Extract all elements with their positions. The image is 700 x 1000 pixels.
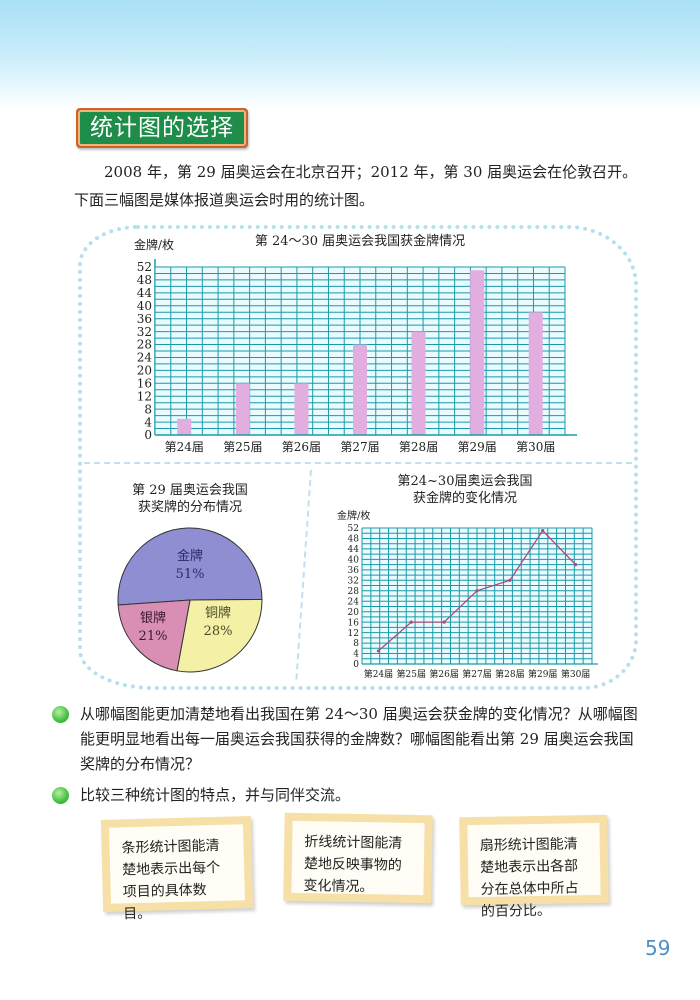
- bar: [294, 383, 309, 435]
- svg-text:48: 48: [137, 273, 152, 287]
- bar: [470, 270, 485, 435]
- pie-slice: [176, 598, 263, 673]
- bar: [528, 312, 543, 435]
- note-line-chart-text: 折线统计图能清楚地反映事物的变化情况。: [291, 820, 425, 895]
- frame-divider-horizontal: [84, 462, 632, 464]
- svg-text:20: 20: [348, 608, 360, 618]
- pie-gold-pct: 51%: [176, 567, 205, 582]
- svg-text:第27届: 第27届: [462, 668, 491, 680]
- svg-text:40: 40: [348, 556, 360, 566]
- svg-text:第28届: 第28届: [399, 440, 438, 454]
- intro-paragraph: 2008 年，第 29 届奥运会在北京召开；2012 年，第 30 届奥运会在伦…: [74, 163, 638, 209]
- note-bar-chart: 条形统计图能清楚地表示出每个项目的具体数目。: [100, 816, 254, 922]
- svg-text:32: 32: [137, 325, 152, 339]
- svg-text:48: 48: [348, 535, 360, 545]
- note-pie-chart: 扇形统计图能清楚地表示出各部分在总体中所占的百分比。: [459, 814, 609, 920]
- svg-text:第24届: 第24届: [165, 440, 204, 454]
- charts-frame: [78, 225, 638, 690]
- line-chart-title: 第24~30届奥运会我国 获金牌的变化情况: [360, 473, 570, 507]
- svg-text:16: 16: [137, 377, 152, 391]
- svg-text:16: 16: [348, 618, 360, 628]
- question-2: 比较三种统计图的特点，并与同伴交流。: [46, 783, 646, 808]
- section-title: 统计图的选择: [78, 110, 246, 146]
- pie-slice: [117, 527, 263, 606]
- svg-text:第26届: 第26届: [282, 440, 321, 454]
- bar: [235, 383, 250, 435]
- pie-slice: [117, 599, 191, 672]
- bar: [177, 418, 192, 435]
- svg-text:0: 0: [144, 428, 152, 442]
- svg-text:52: 52: [348, 524, 359, 534]
- bar-chart-ylabel: 金牌/枚: [134, 238, 175, 252]
- svg-text:第29届: 第29届: [528, 668, 557, 680]
- svg-text:第30届: 第30届: [516, 440, 555, 454]
- svg-text:第28届: 第28届: [495, 668, 524, 680]
- svg-text:12: 12: [348, 629, 359, 639]
- pie-chart-title-line2: 获奖牌的分布情况: [137, 500, 242, 515]
- svg-text:24: 24: [137, 351, 153, 365]
- pie-chart: 金牌 51% 银牌 21% 铜牌 28%: [117, 527, 263, 673]
- green-bullet-icon: [52, 706, 69, 723]
- line-chart-title-line2: 获金牌的变化情况: [412, 491, 517, 506]
- svg-text:第26届: 第26届: [429, 668, 458, 680]
- green-bullet-icon: [52, 787, 69, 804]
- pie-silver-pct: 21%: [139, 629, 168, 644]
- svg-text:44: 44: [137, 286, 153, 300]
- question-1: 从哪幅图能更加清楚地看出我国在第 24～30 届奥运会获金牌的变化情况？从哪幅图…: [46, 702, 646, 777]
- svg-text:第27届: 第27届: [340, 440, 379, 454]
- bar: [411, 331, 426, 435]
- svg-text:0: 0: [353, 660, 359, 670]
- pie-bronze-label: 铜牌: [205, 605, 231, 621]
- line-chart-ylabel: 金牌/枚: [337, 511, 371, 522]
- svg-text:第25届: 第25届: [397, 668, 426, 680]
- svg-text:第30届: 第30届: [561, 668, 590, 680]
- svg-text:36: 36: [348, 566, 360, 576]
- page-number: 59: [645, 936, 671, 960]
- svg-text:52: 52: [137, 260, 152, 274]
- question-2-text: 比较三种统计图的特点，并与同伴交流。: [80, 786, 351, 804]
- svg-text:第29届: 第29届: [458, 440, 497, 454]
- svg-text:8: 8: [353, 639, 359, 649]
- svg-text:44: 44: [348, 545, 360, 555]
- svg-text:4: 4: [144, 415, 152, 429]
- questions-section: 从哪幅图能更加清楚地看出我国在第 24～30 届奥运会获金牌的变化情况？从哪幅图…: [46, 702, 646, 814]
- question-1-text: 从哪幅图能更加清楚地看出我国在第 24～30 届奥运会获金牌的变化情况？从哪幅图…: [80, 705, 638, 773]
- svg-text:28: 28: [137, 338, 152, 352]
- pie-silver-label: 银牌: [140, 610, 166, 626]
- section-title-box: 统计图的选择: [76, 108, 248, 148]
- svg-text:40: 40: [137, 299, 152, 313]
- pie-bronze-pct: 28%: [204, 624, 233, 639]
- svg-text:12: 12: [137, 389, 152, 403]
- note-pie-chart-text: 扇形统计图能清楚地表示出各部分在总体中所占的百分比。: [467, 822, 601, 920]
- svg-text:8: 8: [144, 402, 152, 416]
- bar-chart-title: 第 24～30 届奥运会我国获金牌情况: [254, 234, 466, 249]
- note-line-chart: 折线统计图能清楚地反映事物的变化情况。: [283, 812, 433, 904]
- pie-gold-label: 金牌: [177, 548, 203, 564]
- svg-text:32: 32: [348, 576, 359, 586]
- svg-text:第24届: 第24届: [364, 668, 393, 680]
- svg-text:28: 28: [348, 587, 360, 597]
- pie-chart-title-line1: 第 29 届奥运会我国: [132, 483, 248, 498]
- svg-text:20: 20: [137, 364, 152, 378]
- bar: [353, 344, 367, 435]
- svg-text:24: 24: [348, 597, 360, 607]
- note-bar-chart-text: 条形统计图能清楚地表示出每个项目的具体数目。: [109, 824, 245, 922]
- svg-text:4: 4: [353, 650, 359, 660]
- pie-chart-title: 第 29 届奥运会我国 获奖牌的分布情况: [100, 482, 280, 516]
- svg-text:36: 36: [137, 312, 152, 326]
- svg-text:第25届: 第25届: [223, 440, 262, 454]
- header-band: [0, 0, 700, 110]
- line-chart-title-line1: 第24~30届奥运会我国: [397, 474, 533, 489]
